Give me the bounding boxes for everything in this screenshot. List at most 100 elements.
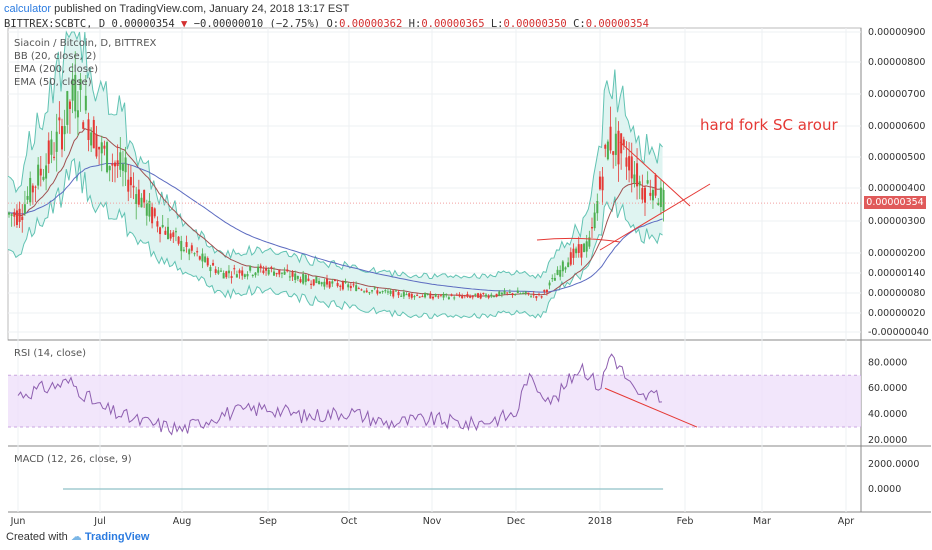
candle-body bbox=[29, 177, 32, 203]
x-tick-labels: Jun Jul Aug Sep Oct Nov Dec 2018 Feb Mar Apr bbox=[10, 516, 855, 527]
rsi-band bbox=[8, 375, 861, 428]
candle-body bbox=[455, 294, 458, 296]
candle-body bbox=[106, 142, 109, 173]
bb-fill bbox=[8, 32, 663, 319]
candle-body bbox=[249, 265, 252, 271]
candle-body bbox=[291, 272, 294, 277]
candle-body bbox=[206, 258, 209, 266]
candle-body bbox=[145, 202, 148, 216]
candle-body bbox=[318, 280, 321, 285]
candle-body bbox=[360, 289, 363, 291]
y-tick-labels: 0.00000900 0.00000800 0.00000700 0.00000600… bbox=[868, 27, 929, 495]
candle-body bbox=[267, 269, 270, 275]
candle-body bbox=[132, 185, 135, 188]
bb-lower-line bbox=[7, 157, 663, 319]
grid bbox=[8, 28, 861, 512]
candle-body bbox=[188, 249, 191, 255]
candle-body bbox=[394, 290, 397, 292]
candle-body bbox=[458, 294, 461, 297]
candle-body bbox=[312, 279, 315, 286]
candle-body bbox=[612, 151, 615, 155]
candle-body bbox=[559, 269, 562, 277]
candle-body bbox=[376, 290, 379, 294]
candle-body bbox=[34, 186, 37, 188]
x-tick-label: Sep bbox=[259, 516, 277, 527]
rsi-series bbox=[8, 353, 861, 436]
candle-body bbox=[569, 252, 572, 265]
candle-body bbox=[418, 296, 421, 298]
candle-body bbox=[15, 210, 18, 226]
candle-body bbox=[61, 126, 63, 150]
last-price: 0.00000354 bbox=[111, 18, 175, 30]
candlestick-series bbox=[8, 51, 665, 301]
candle-body bbox=[283, 271, 286, 275]
candle-body bbox=[408, 293, 411, 297]
candle-body bbox=[90, 132, 93, 146]
candle-body bbox=[76, 110, 79, 118]
candle-body bbox=[506, 292, 509, 294]
candle-body bbox=[649, 192, 652, 196]
x-tick-label: Aug bbox=[173, 516, 192, 527]
macd-tick-label: 0.0000 bbox=[868, 484, 901, 495]
candle-body bbox=[638, 181, 641, 186]
legend-main: Siacoin / Bitcoin, D, BITTREX bbox=[14, 38, 157, 49]
candle-body bbox=[47, 140, 50, 164]
x-tick-label: Feb bbox=[677, 516, 694, 527]
candle-body bbox=[37, 164, 40, 186]
candle-body bbox=[39, 168, 42, 176]
candle-body bbox=[482, 292, 485, 295]
high-label: H: bbox=[408, 18, 422, 30]
candle-body bbox=[519, 293, 522, 295]
candle-body bbox=[286, 269, 289, 272]
candle-body bbox=[424, 293, 427, 298]
candle-body bbox=[143, 189, 146, 203]
candle-body bbox=[148, 200, 151, 217]
trendlines bbox=[8, 141, 861, 251]
candle-body bbox=[230, 276, 233, 278]
candle-body bbox=[55, 131, 58, 152]
candle-body bbox=[466, 293, 469, 297]
candle-body bbox=[365, 290, 368, 293]
tradingview-logo-text[interactable]: TradingView bbox=[84, 531, 150, 543]
tradingview-cloud-icon: ☁ bbox=[70, 531, 82, 543]
candle-body bbox=[241, 270, 244, 276]
candle-body bbox=[381, 291, 384, 293]
y-tick-label: 0.00000600 bbox=[868, 121, 925, 132]
candle-body bbox=[606, 141, 609, 160]
y-tick-label: 0.00000900 bbox=[868, 27, 925, 38]
candle-body bbox=[527, 292, 530, 294]
candle-body bbox=[363, 291, 366, 293]
candle-body bbox=[198, 256, 201, 260]
candle-body bbox=[591, 227, 593, 229]
candle-body bbox=[275, 272, 278, 275]
candle-body bbox=[79, 78, 82, 90]
candle-body bbox=[379, 291, 381, 294]
candle-body bbox=[341, 281, 344, 290]
candle-body bbox=[238, 270, 241, 274]
candle-body bbox=[92, 119, 95, 149]
candle-body bbox=[326, 278, 328, 285]
candle-body bbox=[477, 293, 480, 298]
candle-body bbox=[185, 242, 188, 247]
candle-body bbox=[538, 293, 540, 295]
candle-body bbox=[124, 157, 127, 173]
annotation-text: hard fork SC arour bbox=[700, 116, 838, 134]
candle-body bbox=[580, 244, 583, 258]
candle-body bbox=[447, 297, 450, 299]
candle-body bbox=[68, 101, 71, 109]
down-arrow-icon: ▼ bbox=[181, 18, 188, 30]
candle-body bbox=[63, 126, 66, 135]
candle-body bbox=[339, 285, 342, 287]
candle-body bbox=[426, 293, 429, 296]
publisher-link[interactable]: calculator bbox=[4, 3, 52, 15]
candle-body bbox=[196, 251, 199, 253]
candle-body bbox=[8, 212, 10, 215]
candle-body bbox=[437, 296, 440, 298]
x-tick-label: Apr bbox=[838, 516, 855, 527]
candle-body bbox=[262, 270, 265, 274]
candle-body bbox=[323, 281, 326, 287]
candle-body bbox=[172, 232, 175, 237]
candle-body bbox=[392, 290, 395, 297]
candle-body bbox=[280, 272, 283, 274]
